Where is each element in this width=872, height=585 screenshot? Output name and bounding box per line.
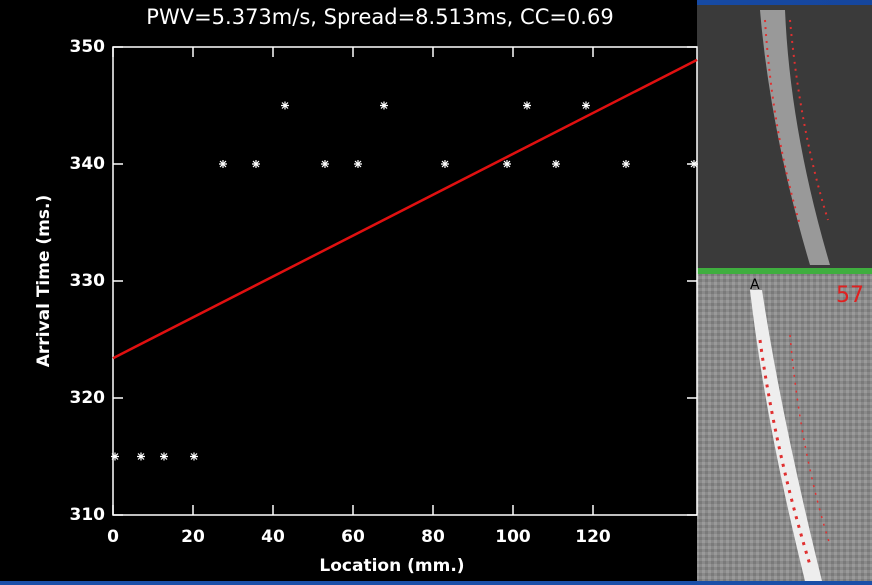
image-label: A (750, 277, 760, 293)
data-point (354, 160, 362, 168)
data-point (622, 160, 630, 168)
data-point (582, 102, 590, 110)
x-tick-label: 120 (575, 527, 611, 547)
y-tick-label: 320 (70, 388, 106, 408)
x-tick-label: 60 (341, 527, 365, 547)
x-tick-label: 100 (495, 527, 531, 547)
x-tick-label: 0 (107, 527, 119, 547)
data-point (523, 102, 531, 110)
data-point (190, 453, 198, 461)
data-point (380, 102, 388, 110)
x-axis-label: Location (mm.) (319, 556, 464, 576)
image-label: 57 (836, 283, 864, 308)
divider (697, 268, 872, 274)
y-tick-label: 330 (70, 271, 106, 291)
data-point (281, 102, 289, 110)
mri-bottom: A 57 (697, 274, 872, 581)
y-tick-label: 350 (70, 37, 106, 57)
chart-title: PWV=5.373m/s, Spread=8.513ms, CC=0.69 (146, 5, 613, 29)
y-tick-label: 310 (70, 505, 106, 525)
y-axis-label: Arrival Time (ms.) (34, 195, 54, 367)
data-point (219, 160, 227, 168)
mri-top (697, 5, 872, 268)
data-point (111, 453, 119, 461)
x-tick-label: 80 (421, 527, 445, 547)
data-point (160, 453, 168, 461)
x-tick-label: 40 (261, 527, 285, 547)
y-tick-label: 340 (70, 154, 106, 174)
data-point (137, 453, 145, 461)
data-point (321, 160, 329, 168)
data-point (441, 160, 449, 168)
x-tick-label: 20 (181, 527, 205, 547)
screen: A 57 PWV=5.373m/s, Spread=8.513ms, CC=0.… (0, 0, 872, 581)
data-point (503, 160, 511, 168)
data-point (552, 160, 560, 168)
data-point (690, 160, 698, 168)
data-point (252, 160, 260, 168)
